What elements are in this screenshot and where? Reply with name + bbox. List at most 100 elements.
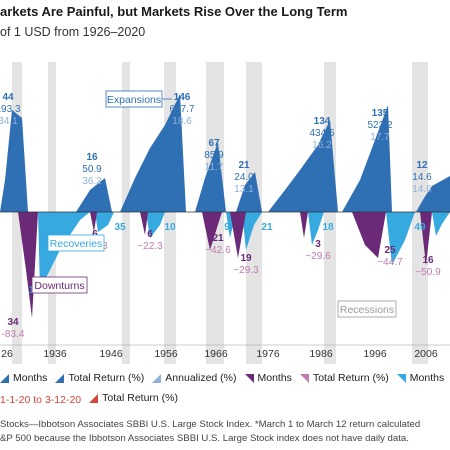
downturn-months-label: 34: [7, 317, 19, 328]
footer-note: Stocks—Ibbotson Associates SBBI U.S. Lar…: [0, 418, 420, 446]
legend-label: Months: [13, 372, 48, 384]
legend-row-1-item: Annualized (%): [152, 372, 237, 384]
expansion-annualized-label: 16.2: [312, 140, 332, 151]
downturn-total-return-label: −29.6: [305, 251, 331, 262]
expansion-annualized-label: 34.1: [0, 116, 18, 127]
recoveries-callout-box: [47, 234, 105, 252]
legend-swatch-down-icon: [396, 373, 406, 383]
recovery-area: [38, 212, 90, 290]
recovery-area: [432, 212, 450, 236]
downturn-total-return-label: −29.3: [233, 265, 259, 276]
downturn-area: [352, 212, 386, 258]
legend-label: Annualized (%): [165, 372, 237, 384]
legend-row-2-item: Total Return (%): [89, 392, 178, 404]
downturn-months-label: 19: [240, 253, 252, 264]
recessions-callout-label: Recessions: [340, 304, 394, 316]
downturn-months-label: 3: [315, 239, 321, 250]
recovery-area: [242, 212, 262, 250]
recovery-months-label: 9: [224, 222, 230, 233]
downturn-total-return-label: -83.4: [2, 329, 25, 340]
legend-label: 1-1-20 to 3-12-20: [0, 393, 82, 406]
expansion-area: [195, 142, 226, 212]
expansion-months-label: 134: [314, 116, 331, 127]
expansion-area: [416, 176, 450, 212]
legend-label: Total Return (%): [68, 372, 145, 384]
expansion-total-return-label: 523.2: [367, 120, 392, 131]
expansions-callout-label: Expansions: [107, 94, 161, 106]
expansion-annualized-label: 17.7: [370, 132, 390, 143]
downturn-months-label: 6: [147, 229, 153, 240]
recovery-months-label: 35: [114, 222, 126, 233]
recession-band: [324, 62, 336, 364]
x-tick-label: 1976: [256, 348, 280, 360]
recovery-area: [95, 212, 114, 232]
recovery-area: [308, 212, 324, 245]
expansion-area: [76, 178, 112, 212]
downturn-area: [140, 212, 148, 235]
x-tick-label: 1936: [43, 348, 67, 360]
downturn-total-return-label: −50.9: [415, 267, 441, 278]
downturns-callout-box: [31, 276, 88, 294]
expansion-months-label: 135: [372, 108, 389, 119]
expansion-total-return-label: 85.9: [204, 150, 224, 161]
chart-title: arkets Are Painful, but Markets Rise Ove…: [0, 4, 348, 19]
expansion-months-label: 12: [416, 160, 428, 171]
downturn-area: [300, 212, 308, 238]
legend-label: Total Return (%): [312, 372, 389, 384]
legend-swatch-up-icon: [0, 373, 9, 383]
legend-swatch-down-icon: [299, 373, 309, 383]
legend-row-1: Months Total Return (%) Annualized (%) Mont…: [0, 372, 450, 386]
downturn-months-label: 25: [384, 245, 396, 256]
expansion-total-return-label: 14.6: [412, 172, 432, 183]
x-tick-label: 1966: [204, 348, 228, 360]
x-tick-label: 1946: [99, 348, 123, 360]
expansion-total-return-label: 24.0: [234, 172, 254, 183]
legend-label: Total Return (%): [102, 392, 178, 404]
downturn-months-label: 16: [422, 255, 434, 266]
chart-subtitle: of 1 USD from 1926–2020: [0, 25, 146, 39]
recovery-months-label: 10: [164, 222, 176, 233]
legend-row-1-item: Total Return (%): [55, 372, 144, 384]
expansion-months-label: 146: [174, 92, 191, 103]
expansion-total-return-label: 697.7: [169, 104, 194, 115]
expansion-area: [342, 105, 392, 212]
legend-row-1-item: Months: [244, 372, 292, 384]
x-tick-label: 1996: [363, 348, 387, 360]
legend-swatch-up-icon: [89, 393, 99, 403]
expansion-annualized-label: 13.1: [234, 184, 254, 195]
x-tick-label: 2006: [414, 348, 438, 360]
footer-line-1: Stocks—Ibbotson Associates SBBI U.S. Lar…: [0, 419, 421, 430]
expansion-months-label: 44: [2, 92, 14, 103]
x-tick-label: 1956: [154, 348, 178, 360]
legend-swatch-up-icon: [152, 373, 162, 383]
recovery-area: [386, 212, 415, 265]
recession-band: [122, 62, 130, 364]
recovery-months-label: 21: [261, 222, 273, 233]
expansion-annualized-label: 14.6: [412, 184, 432, 195]
expansion-months-label: 16: [86, 152, 98, 163]
footer-line-2: &P 500 because the Ibbotson Associates S…: [0, 433, 409, 444]
legend-row-1-item: Total Return (%): [299, 372, 389, 384]
legend-swatch-up-icon: [55, 373, 65, 383]
expansion-area: [0, 110, 28, 212]
downturn-area: [90, 212, 97, 232]
downturn-total-return-label: −22.3: [137, 241, 163, 252]
x-tick-label: 26: [1, 348, 13, 360]
downturn-months-label: 6: [92, 229, 98, 240]
downturn-total-return-label: −42.6: [205, 245, 231, 256]
expansion-total-return-label: 193.3: [0, 104, 21, 115]
recovery-months-label: 18: [322, 222, 334, 233]
expansion-annualized-label: 18.6: [172, 116, 192, 127]
recovery-months-label: 49: [414, 222, 426, 233]
recoveries-callout-label: Recoveries: [50, 238, 103, 250]
recessions-callout-box: [337, 300, 397, 318]
expansion-area: [120, 94, 186, 212]
legend-label: Months: [409, 372, 445, 384]
expansion-months-label: 67: [208, 138, 220, 149]
downturn-area: [202, 212, 222, 250]
x-tick-label: 1986: [309, 348, 333, 360]
expansion-area: [236, 172, 262, 212]
legend-row-2-item: 1-1-20 to 3-12-20: [0, 394, 81, 406]
downturn-area: [420, 212, 432, 265]
